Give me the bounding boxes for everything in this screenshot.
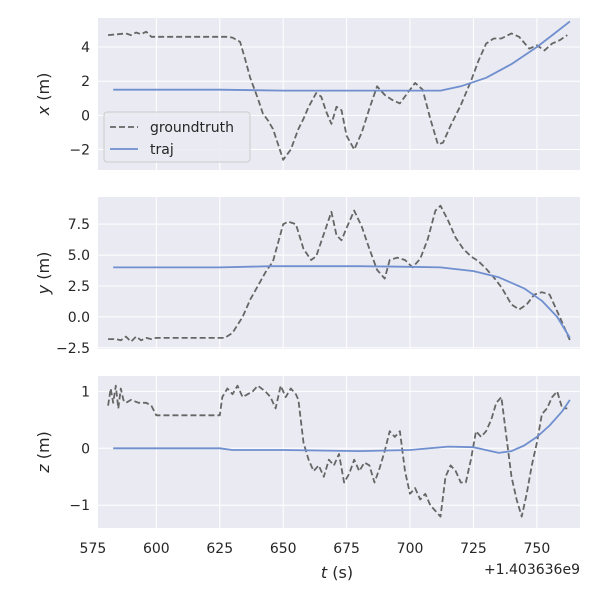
legend-label-traj: traj	[150, 142, 174, 158]
y-tick-label: −2	[69, 143, 90, 159]
x-axis-label: t (s)	[321, 563, 353, 582]
series-groundtruth-line	[108, 30, 568, 161]
y-tick-label: 0	[81, 108, 90, 124]
panel-2: −1 0 1 z (m) 575 600 625 650 675 700 725 750	[34, 376, 580, 557]
y-tick-label: 2	[81, 74, 90, 90]
x-tick-label: 750	[524, 541, 551, 557]
x-tick-label: 700	[397, 541, 424, 557]
panels: −2 0 2 4 x (m) groundtruth traj −2.5 0.0 2.5 5.0 7.…	[34, 18, 580, 557]
y-tick-label: −1	[69, 498, 90, 514]
legend: groundtruth traj	[103, 111, 251, 163]
series-traj-line	[113, 399, 571, 454]
y-axis-label-0: x (m)	[34, 73, 53, 117]
x-tick-label: 650	[270, 541, 297, 557]
y-axis-label-1: y (m)	[34, 252, 53, 296]
y-tick-label: 2.5	[68, 279, 90, 295]
x-tick-label: 675	[333, 541, 360, 557]
y-tick-label: −2.5	[56, 341, 90, 357]
x-tick-label: 725	[460, 541, 487, 557]
x-tick-label: 625	[206, 541, 233, 557]
legend-box	[103, 111, 251, 163]
plot-area-1	[98, 197, 580, 349]
y-tick-label: 1	[81, 384, 90, 400]
panel-0: −2 0 2 4 x (m) groundtruth traj	[34, 18, 580, 170]
series-traj-line	[113, 265, 571, 339]
y-tick-label: 7.5	[68, 217, 90, 233]
y-tick-label: 0	[81, 441, 90, 457]
y-tick-label: 0.0	[68, 310, 90, 326]
legend-label-groundtruth: groundtruth	[150, 120, 234, 136]
panel-1: −2.5 0.0 2.5 5.0 7.5 y (m)	[34, 197, 580, 357]
x-tick-label: 600	[143, 541, 170, 557]
series-traj-line	[113, 20, 571, 92]
y-axis-label-2: z (m)	[34, 431, 53, 474]
series-groundtruth-line	[107, 384, 568, 518]
y-tick-label: 5.0	[68, 248, 90, 264]
x-tick-label: 575	[80, 541, 107, 557]
x-axis-offset-label: +1.403636e9	[484, 562, 580, 578]
y-tick-label: 4	[81, 40, 90, 56]
series-groundtruth-line	[108, 204, 571, 343]
